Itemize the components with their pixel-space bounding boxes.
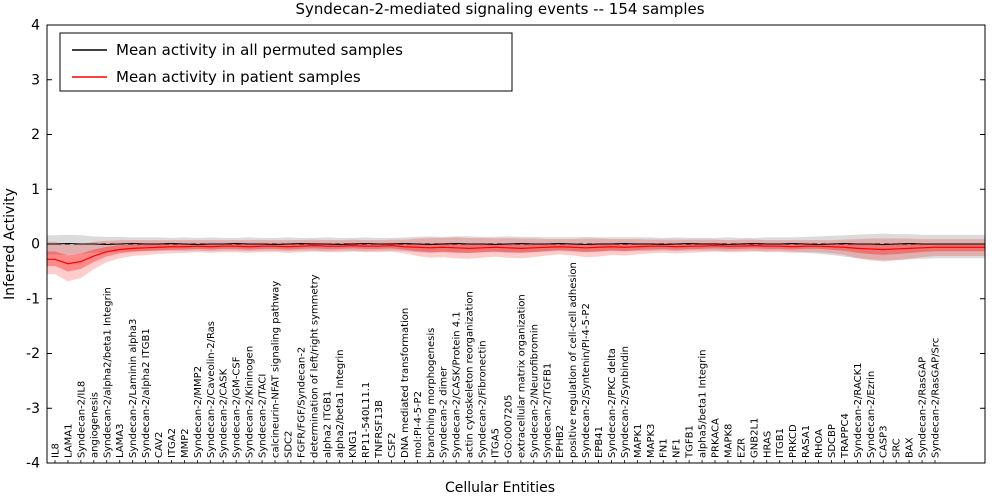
x-category-label: Syndecan-2/MMP2 [193,366,204,458]
x-category-label: SDC2 [283,431,294,458]
x-category-label: ITGB1 [775,428,786,458]
x-category-label: PRKCD [788,424,799,458]
x-category-label: alpha2 ITGB1 [322,391,333,458]
x-category-label: SRC [892,438,903,458]
x-category-label: positive regulation of cell-cell adhesio… [568,262,579,458]
legend-label-permuted: Mean activity in all permuted samples [116,41,403,59]
x-category-label: EZR [736,438,747,458]
x-category-label: Syndecan-2/CASK/Protein 4.1 [452,311,463,458]
x-category-label: TRAPPC4 [840,413,851,459]
x-category-label: KNG1 [348,430,359,458]
x-category-label: MAPK3 [646,424,657,458]
y-tick-label: -1 [26,291,40,307]
x-category-label: calcineurin-NFAT signaling pathway [271,281,282,458]
x-category-label: HRAS [762,431,773,458]
x-category-label: branching morphogenesis [426,328,437,458]
x-category-label: CASP3 [879,425,890,458]
x-category-label: angiogenesis [89,392,100,458]
x-category-label: Syndecan-2/Fibronectin [478,340,489,458]
legend: Mean activity in all permuted samples Me… [59,32,513,92]
x-category-label: Syndecan-2/Laminin alpha3 [128,319,139,458]
x-category-label: EPB41 [594,426,605,458]
x-category-label: Syndecan-2/RasGAP/Src [931,338,942,458]
permuted-band [47,233,985,261]
x-category-label: Syndecan-2/Neurofibromin [529,324,540,458]
y-tick-label: 2 [31,127,40,143]
legend-box [59,32,513,92]
x-category-label: GNB2L1 [749,418,760,458]
x-category-label: Syndecan-2/Ezrin [866,371,877,458]
x-category-label: Syndecan-2/alpha2 ITGB1 [141,328,152,458]
x-category-label: Syndecan-2/Synbindin [620,346,631,458]
x-category-label: Syndecan-2 dimer [439,366,450,458]
x-category-label: TGFB1 [685,425,696,459]
legend-label-patient: Mean activity in patient samples [116,68,361,86]
x-category-label: MAPK1 [633,424,644,458]
x-category-label: CSF2 [387,433,398,458]
x-category-label: Syndecan-2/TACI [258,374,269,458]
x-category-label: Syndecan-2/RACK1 [853,362,864,458]
y-tick-label: -3 [26,401,40,417]
x-category-label: IL8 [51,443,62,458]
axis-ticks: 4 3 2 1 0 -1 -2 -3 -4 IL8 LAMA1 Syndecan-2/IL8 angio… [26,18,985,472]
x-category-label: actin cytoskeleton reorganization [465,291,476,458]
x-category-label: Syndecan-2/IL8 [76,381,87,458]
x-category-label: Syndecan-2/CASK [219,368,230,458]
x-category-label: GO:0007205 [503,395,514,458]
x-category-label: ITGA2 [167,428,178,458]
x-category-label: LAMA1 [63,424,74,458]
y-tick-label: -2 [26,346,40,362]
x-category-label: MAPK8 [723,424,734,458]
x-category-label: RASA1 [801,425,812,458]
x-category-label: RHOA [814,429,825,458]
x-category-label: MMP2 [180,428,191,458]
y-tick-label: 4 [31,18,40,34]
x-category-label: BAX [905,437,916,458]
y-tick-label: -4 [26,456,40,472]
x-category-label: FGFR/FGF/Syndecan-2 [296,347,307,458]
x-category-label: alpha5/beta1 Integrin [698,350,709,458]
x-axis-label: Cellular Entities [445,480,555,496]
y-tick-label: 0 [31,237,40,253]
x-category-label: CAV2 [154,432,165,458]
x-category-label: Syndecan-2/Kininogen [245,346,256,458]
x-category-label: ITGA5 [491,428,502,458]
x-category-label: Syndecan-2/RasGAP [918,357,929,458]
x-category-label: Syndecan-2/alpha2/beta1 Integrin [102,287,113,458]
y-tick-label: 3 [31,72,40,88]
x-category-label: SDCBP [827,424,838,458]
patient-band-outer [47,237,985,282]
chart-title: Syndecan-2-mediated signaling events -- … [295,0,704,18]
x-category-label: alpha2/beta1 Integrin [335,350,346,458]
x-category-label: Syndecan-2/PKC delta [607,348,618,458]
x-category-label: Syndecan-2/Syntenin/PI-4-5-P2 [581,303,592,458]
x-category-label: Syndecan-2/Caveolin-2/Ras [206,321,217,458]
permuted-mean-line [47,242,985,246]
x-category-label: mol:PI-4-5-P2 [413,391,424,458]
x-category-label: TNFRSF13B [374,400,385,459]
x-category-label: Syndecan-2/GM-CSF [232,356,243,458]
x-category-label: FN1 [659,438,670,458]
x-category-label: RP11-540L11.1 [361,382,372,458]
x-category-label: Syndecan-2/TGFB1 [542,363,553,458]
patient-mean-line [47,245,985,265]
y-axis-label: Inferred Activity [2,188,18,300]
x-category-label: NF1 [672,438,683,458]
x-category-label: DNA mediated transformation [400,308,411,458]
plot-area [47,233,985,282]
x-category-label: LAMA3 [115,424,126,458]
x-category-label: extracellular matrix organization [516,294,527,458]
x-category-label: EPHB2 [555,425,566,458]
y-tick-label: 1 [31,182,40,198]
x-category-label: PRKACA [711,418,722,458]
x-category-label: determination of left/right symmetry [309,274,320,458]
